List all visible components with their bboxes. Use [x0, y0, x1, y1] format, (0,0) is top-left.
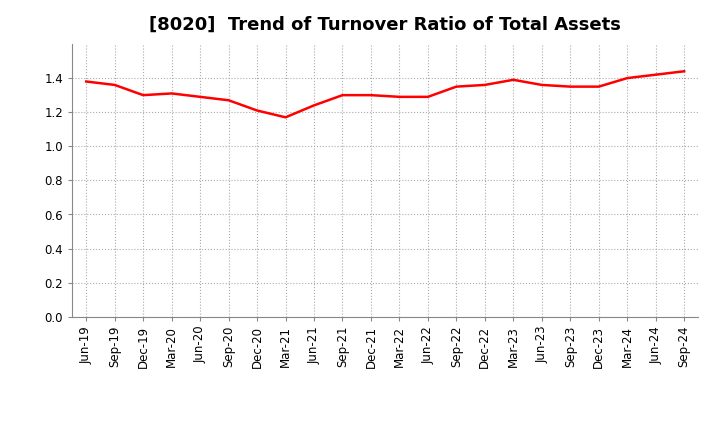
Title: [8020]  Trend of Turnover Ratio of Total Assets: [8020] Trend of Turnover Ratio of Total … [149, 16, 621, 34]
